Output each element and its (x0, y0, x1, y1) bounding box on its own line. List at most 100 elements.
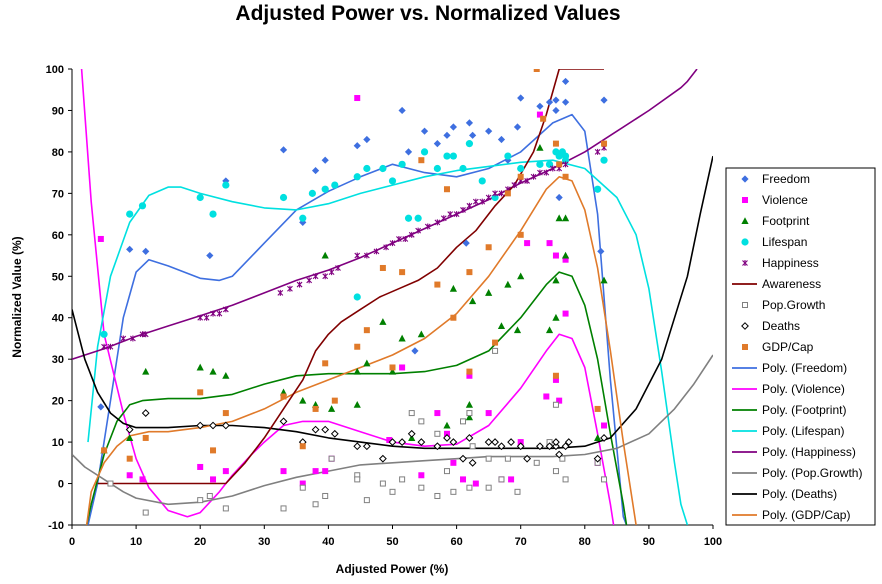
point-freedom (404, 148, 413, 156)
legend-label: Lifespan (762, 235, 807, 249)
point-gdp-cap (197, 389, 204, 396)
point-happiness (408, 231, 415, 238)
point-lifespan (465, 140, 474, 148)
point-deaths (459, 454, 467, 463)
trend-lines (72, 69, 713, 525)
legend-item-awareness: Awareness (732, 277, 821, 291)
point-gdp-cap (485, 244, 492, 251)
y-tick-label: 0 (58, 479, 64, 491)
series-freedom (97, 77, 608, 411)
point-happiness (296, 281, 303, 288)
point-gdp-cap (210, 447, 217, 454)
legend-item-lifespan: Lifespan (741, 235, 807, 249)
point-lifespan (398, 160, 406, 168)
point-deaths (465, 434, 474, 442)
legend-item-poly-violence: Poly. (Violence) (732, 382, 845, 396)
point-lifespan (209, 210, 217, 218)
point-happiness (322, 273, 329, 280)
point-deaths (600, 434, 608, 442)
point-footprint (552, 313, 560, 321)
point-pop-growth (280, 505, 287, 512)
point-violence (222, 468, 229, 475)
point-happiness (373, 248, 380, 255)
point-gdp-cap (222, 410, 229, 417)
point-deaths (545, 442, 554, 451)
point-lifespan (138, 202, 147, 210)
point-pop-growth (197, 497, 204, 504)
point-deaths (561, 442, 570, 451)
point-deaths (388, 438, 397, 446)
point-happiness (562, 161, 569, 168)
point-happiness (492, 190, 498, 197)
point-happiness (328, 269, 335, 276)
point-violence (354, 95, 361, 102)
point-gdp-cap (418, 157, 425, 164)
point-pop-growth (312, 501, 319, 508)
point-pop-growth (322, 492, 329, 499)
line-poly-gdp-cap (85, 176, 637, 525)
point-freedom (443, 131, 451, 139)
legend-item-poly-happiness: Poly. (Happiness) (732, 445, 856, 459)
point-happiness (222, 306, 229, 313)
point-violence (466, 372, 473, 379)
point-violence (536, 111, 543, 118)
point-pop-growth (533, 459, 540, 466)
point-footprint (353, 367, 361, 375)
point-deaths (433, 442, 442, 451)
legend-label: Happiness (762, 256, 819, 270)
point-pop-growth (450, 488, 457, 495)
point-happiness (498, 190, 505, 197)
point-freedom (321, 156, 329, 164)
y-tick-label: -10 (48, 520, 64, 532)
y-tick-label: 40 (52, 313, 64, 325)
point-happiness (383, 244, 389, 251)
point-lifespan (308, 189, 316, 197)
legend-item-poly-freedom: Poly. (Freedom) (732, 361, 847, 375)
legend-swatch (742, 260, 748, 266)
point-gdp-cap (280, 393, 287, 400)
legend-label: Poly. (Deaths) (762, 487, 837, 501)
point-pop-growth (389, 488, 396, 495)
legend-item-poly-gdp-cap: Poly. (GDP/Cap) (732, 508, 850, 522)
point-pop-growth (418, 418, 425, 425)
point-deaths (536, 442, 544, 451)
point-freedom (449, 123, 457, 131)
legend-swatch (741, 175, 749, 183)
point-violence (386, 437, 393, 444)
point-gdp-cap (299, 443, 306, 450)
legend-label: Poly. (Violence) (762, 382, 845, 396)
point-happiness (107, 343, 114, 350)
legend-swatch (742, 302, 748, 308)
point-freedom (517, 94, 525, 102)
legend-label: Pop.Growth (762, 298, 825, 312)
point-deaths (555, 450, 564, 459)
point-footprint (561, 251, 570, 259)
point-freedom (497, 135, 506, 144)
point-freedom (485, 127, 493, 135)
point-gdp-cap (450, 314, 457, 321)
point-happiness (549, 165, 556, 172)
point-gdp-cap (126, 455, 133, 462)
point-happiness (447, 211, 454, 218)
point-gdp-cap (312, 405, 319, 412)
point-pop-growth (408, 410, 415, 417)
point-pop-growth (354, 476, 361, 483)
point-freedom (469, 131, 477, 139)
legend-label: Poly. (Freedom) (762, 361, 847, 375)
point-footprint (398, 334, 406, 342)
legend-item-poly-pop-growth: Poly. (Pop.Growth) (732, 466, 862, 480)
point-gdp-cap (533, 69, 540, 72)
point-footprint (561, 214, 570, 222)
point-lifespan (404, 214, 413, 222)
point-footprint (517, 272, 525, 280)
point-pop-growth (206, 492, 213, 499)
point-pop-growth (443, 468, 450, 475)
series-gdp-cap (101, 69, 608, 462)
point-footprint (196, 363, 204, 371)
point-happiness (440, 215, 447, 222)
point-violence (418, 472, 425, 479)
point-happiness (363, 252, 370, 259)
legend-swatch (741, 238, 749, 246)
point-lifespan (331, 181, 339, 189)
point-deaths (209, 421, 217, 430)
